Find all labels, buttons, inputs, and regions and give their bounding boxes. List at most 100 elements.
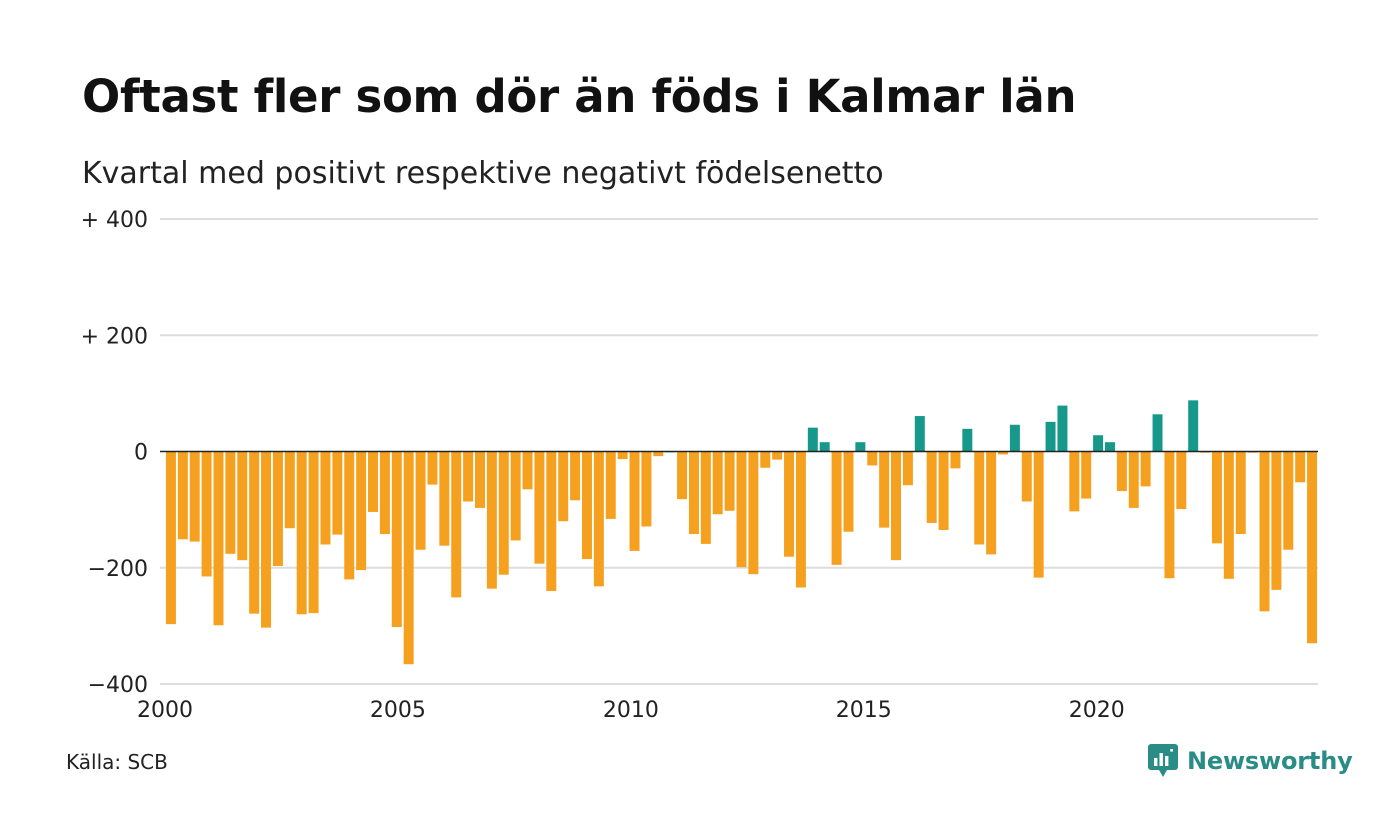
bar-negative: [938, 451, 949, 530]
bar-positive: [1104, 442, 1115, 452]
bar-negative: [950, 451, 961, 469]
y-tick-label: + 400: [81, 208, 148, 233]
bar-negative: [570, 451, 581, 501]
bar-negative: [1116, 451, 1127, 492]
bar-positive: [807, 427, 818, 452]
bar-negative: [1140, 451, 1151, 487]
bar-negative: [974, 451, 985, 545]
bar-negative: [998, 451, 1008, 455]
bar-negative: [593, 451, 604, 587]
bar-negative: [391, 451, 402, 628]
bar-negative: [700, 451, 711, 544]
bar-negative: [177, 451, 188, 540]
bar-positive: [819, 442, 830, 452]
bar-negative: [1081, 451, 1092, 499]
y-tick-label: + 200: [81, 324, 148, 349]
bar-negative: [1164, 451, 1175, 579]
bar-negative: [784, 451, 795, 557]
bar-negative: [296, 451, 307, 615]
bar-positive: [1057, 405, 1068, 452]
x-tick-label: 2000: [137, 698, 193, 723]
bar-negative: [1271, 451, 1282, 590]
bar-negative: [546, 451, 557, 591]
bar-negative: [617, 451, 628, 460]
bar-negative: [415, 451, 426, 550]
bar-negative: [225, 451, 236, 554]
bar-negative: [748, 451, 759, 575]
bar-negative: [284, 451, 295, 529]
y-tick-label: 0: [134, 441, 148, 466]
bar-negative: [902, 451, 913, 486]
bar-negative: [1235, 451, 1246, 535]
bar-negative: [772, 451, 783, 460]
bar-negative: [237, 451, 248, 561]
x-tick-label: 2010: [603, 698, 659, 723]
bar-negative: [1295, 451, 1306, 483]
bar-negative: [368, 451, 378, 512]
bar-negative: [641, 451, 652, 527]
bar-negative: [427, 451, 438, 485]
bar-negative: [272, 451, 283, 567]
chart-subtitle: Kvartal med positivt respektive negativt…: [82, 156, 884, 191]
bar-negative: [320, 451, 331, 545]
bar-positive: [962, 428, 973, 452]
bar-negative: [1283, 451, 1294, 550]
bar-negative: [213, 451, 224, 626]
bar-negative: [1128, 451, 1139, 508]
bar-negative: [1021, 451, 1032, 502]
bar-negative: [356, 451, 367, 571]
bar-negative: [189, 451, 200, 542]
bar-negative: [795, 451, 806, 588]
y-tick-label: −200: [88, 557, 148, 582]
bar-negative: [308, 451, 319, 614]
bar-negative: [379, 451, 390, 535]
bar-negative: [165, 451, 176, 625]
y-tick-label: −400: [88, 673, 148, 698]
bar-positive: [1045, 421, 1056, 452]
bar-positive: [1009, 424, 1020, 452]
bar-negative: [629, 451, 640, 551]
bars: [160, 400, 1318, 665]
brand-name: Newsworthy: [1187, 747, 1353, 775]
bar-positive: [1093, 435, 1104, 452]
bar-negative: [486, 451, 497, 589]
bar-negative: [605, 451, 616, 519]
gridlines: [160, 218, 1318, 685]
bar-positive: [1152, 414, 1163, 452]
bar-negative: [1307, 451, 1318, 644]
x-axis-labels: 2000 2005 2010 2015 2020: [137, 698, 1125, 723]
bar-negative: [498, 451, 509, 575]
bar-negative: [843, 451, 854, 532]
source-note: Källa: SCB: [66, 750, 168, 774]
bar-negative: [439, 451, 450, 546]
bar-negative: [677, 451, 688, 500]
bar-negative: [558, 451, 569, 522]
bar-negative: [688, 451, 699, 535]
bar-positive: [1188, 400, 1199, 452]
bar-negative: [891, 451, 902, 561]
bar-negative: [867, 451, 878, 466]
bar-negative: [736, 451, 747, 568]
bar-negative: [475, 451, 485, 508]
y-axis-labels: + 400 + 200 0 −200 −400: [81, 208, 148, 698]
bar-negative: [1069, 451, 1080, 512]
x-tick-label: 2005: [370, 698, 426, 723]
bar-negative: [653, 451, 664, 457]
bar-positive: [855, 442, 866, 452]
bar-negative: [712, 451, 723, 515]
bar-negative: [451, 451, 462, 598]
bar-negative: [344, 451, 355, 580]
bar-negative: [463, 451, 474, 502]
bar-negative: [249, 451, 260, 614]
bar-negative: [332, 451, 343, 535]
bar-negative: [831, 451, 842, 565]
x-tick-label: 2020: [1069, 698, 1125, 723]
bar-negative: [201, 451, 212, 577]
bar-negative: [986, 451, 997, 555]
bar-negative: [1223, 451, 1234, 579]
bar-negative: [760, 451, 771, 468]
bar-positive: [914, 416, 925, 452]
bar-negative: [522, 451, 533, 490]
